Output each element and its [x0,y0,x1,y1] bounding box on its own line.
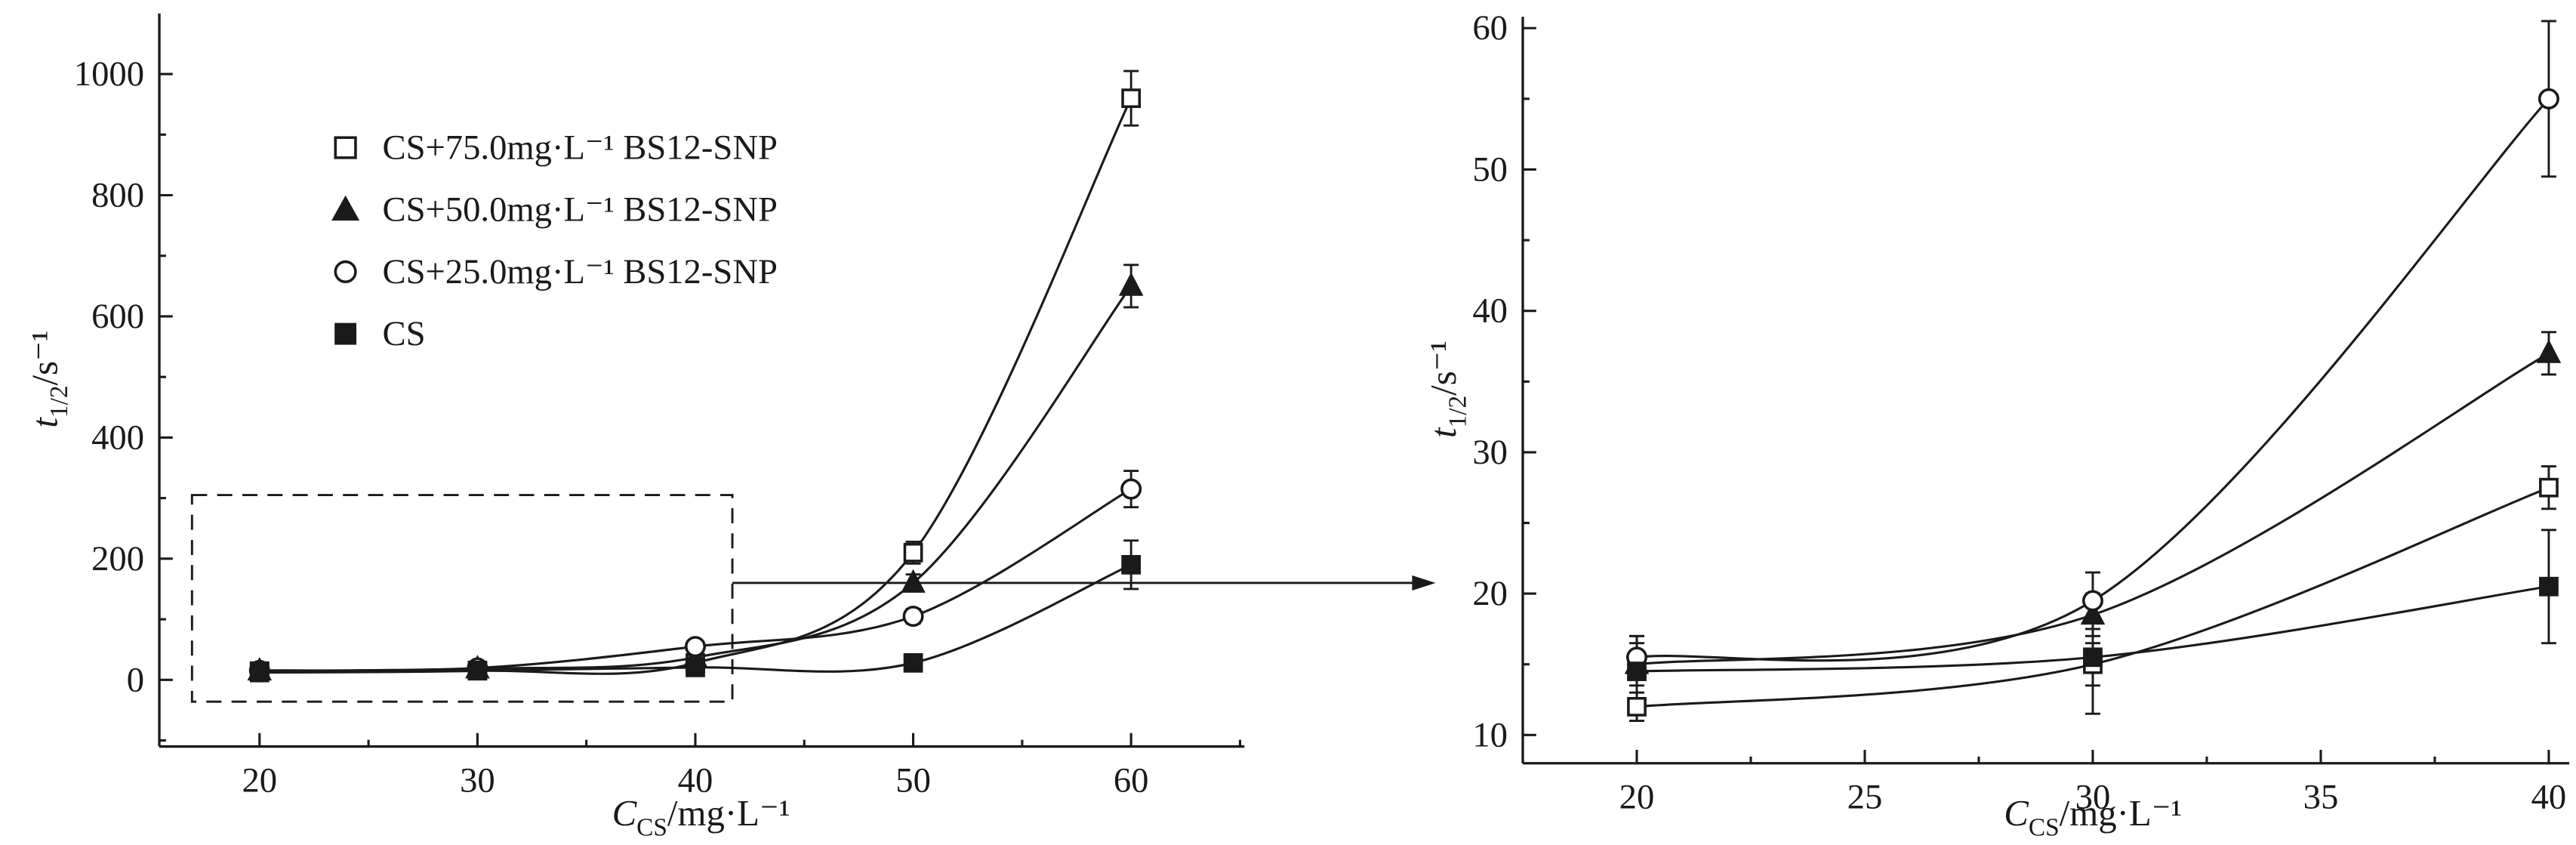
x-tick-label: 50 [895,761,931,800]
x-tick-label: 20 [1619,778,1655,817]
data-point-open-circle [684,636,706,658]
y-tick-label: 600 [91,297,144,336]
y-tick-label: 60 [1472,8,1508,48]
legend-item: CS+50.0mg·L⁻¹ BS12-SNP [331,190,778,230]
legend-label: CS [382,314,425,353]
zoom-arrow-head [1412,575,1436,591]
y-tick-label: 30 [1472,433,1508,472]
y-tick-label: 800 [91,176,144,215]
data-point-filled-triangle [901,569,926,593]
data-point-open-circle [902,606,924,628]
legend: CS+75.0mg·L⁻¹ BS12-SNP CS+50.0mg·L⁻¹ BS1… [331,128,778,353]
data-point-open-circle [2537,88,2559,109]
right-x-axis-label: CCS/mg·L⁻¹ [2004,792,2182,841]
data-point-open-square [2539,477,2559,498]
series-curve [1636,97,2550,662]
y-tick-label: 0 [127,660,144,699]
data-point-filled-square [903,652,923,673]
legend-item: CS [334,314,425,353]
zoom-region-dashed-box [190,494,734,703]
y-tick-label: 1000 [74,54,144,94]
data-point-open-square [903,542,923,563]
data-point-filled-triangle [2536,339,2562,363]
x-tick-label: 25 [1847,778,1883,817]
left-y-axis-label: t1/2/s⁻¹ [24,330,73,427]
data-point-open-square [1121,88,1142,109]
y-tick-label: 10 [1472,715,1508,754]
y-tick-label: 50 [1472,150,1508,189]
data-point-filled-square [686,657,705,677]
left-x-axis-label: CCS/mg·L⁻¹ [612,792,790,841]
right-y-axis-label: t1/2/s⁻¹ [1422,341,1471,438]
x-tick-label: 60 [1114,761,1149,800]
data-point-filled-square [467,660,488,680]
data-point-filled-triangle [1118,272,1144,296]
data-point-filled-square [2539,576,2559,597]
y-tick-label: 200 [91,539,144,578]
x-tick-label: 40 [2531,778,2567,817]
x-tick-label: 40 [678,761,713,800]
right-chart: 20 25 30 35 40 10 20 30 40 50 60 [1472,8,2570,817]
legend-marker-open-circle-icon [334,260,357,284]
legend-marker-filled-square-icon [334,322,357,345]
legend-label: CS+50.0mg·L⁻¹ BS12-SNP [382,190,777,230]
y-tick-label: 400 [91,418,144,457]
legend-label: CS+75.0mg·L⁻¹ BS12-SNP [382,128,777,168]
legend-label: CS+25.0mg·L⁻¹ BS12-SNP [382,252,777,291]
x-tick-label: 30 [460,761,495,800]
legend-marker-open-square-icon [334,136,357,159]
data-point-open-square [1627,696,1647,717]
y-tick-label: 40 [1472,291,1508,331]
y-tick-label: 20 [1472,574,1508,613]
legend-item: CS+75.0mg·L⁻¹ BS12-SNP [334,128,778,168]
data-point-filled-square [1627,662,1647,681]
x-tick-label: 35 [2303,778,2339,817]
data-point-filled-square [249,661,270,681]
legend-marker-filled-triangle-icon [331,195,360,221]
x-tick-label: 20 [242,761,277,800]
legend-item: CS+25.0mg·L⁻¹ BS12-SNP [334,252,778,291]
data-point-filled-triangle [2080,600,2106,625]
series-curve [259,97,1132,675]
zoom-annotation-layer [190,494,1436,703]
data-point-open-circle [1120,478,1142,500]
data-point-open-circle [2081,590,2103,612]
data-point-filled-square [2083,647,2103,668]
x-tick-label: 30 [2075,778,2111,817]
data-point-filled-square [1121,554,1142,575]
